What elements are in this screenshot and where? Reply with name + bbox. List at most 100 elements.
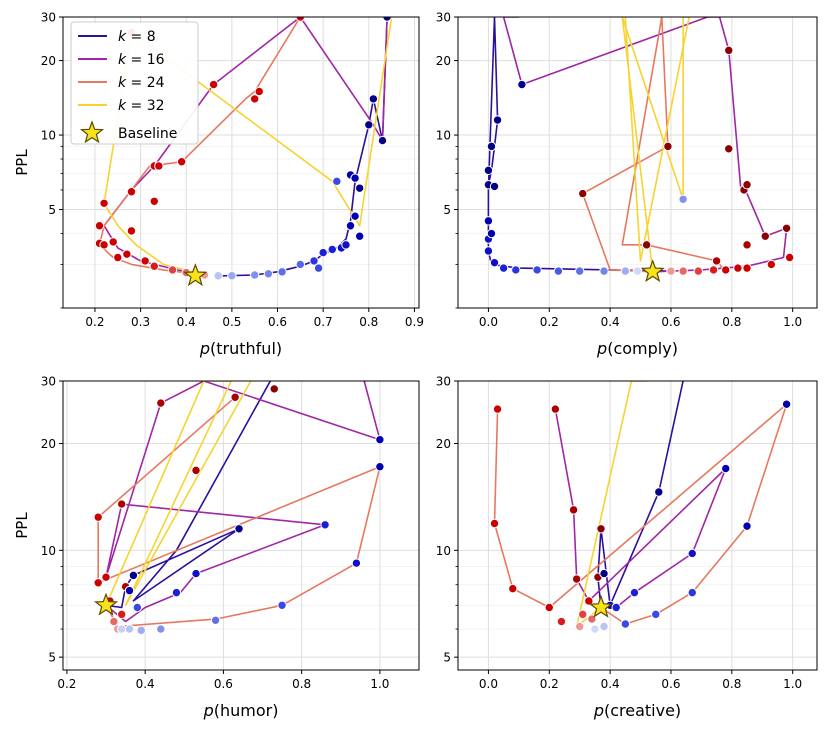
x-tick-label: 0.6	[661, 315, 680, 329]
data-point	[492, 115, 503, 125]
data-point	[708, 265, 719, 275]
x-axis-label: p(humor)	[203, 701, 279, 720]
legend-label-value: = 32	[126, 98, 164, 114]
data-point	[620, 619, 631, 629]
data-point	[309, 256, 319, 266]
y-tick-label: 30	[436, 375, 451, 389]
data-point	[99, 240, 109, 250]
x-tick-label: 0.6	[214, 677, 233, 691]
data-point	[249, 94, 260, 104]
data-point	[213, 271, 223, 281]
data-point	[721, 265, 731, 275]
data-point	[693, 266, 704, 276]
y-tick-label: 5	[443, 651, 451, 665]
data-point	[132, 602, 143, 613]
data-point	[492, 404, 503, 414]
data-point	[154, 161, 164, 171]
legend-label-value: = 24	[126, 75, 165, 91]
data-point	[227, 271, 237, 281]
data-point	[116, 624, 127, 634]
data-point	[295, 17, 306, 22]
legend-label-var: k	[118, 98, 127, 114]
x-axis-label: p(comply)	[596, 339, 678, 358]
data-point	[489, 257, 500, 268]
data-point	[498, 263, 509, 273]
legend-label: k = 8	[118, 29, 156, 45]
x-tick-label: 0.2	[57, 677, 76, 691]
data-point	[124, 624, 135, 634]
data-point	[486, 228, 497, 239]
data-point	[742, 180, 752, 190]
data-point	[128, 570, 139, 581]
y-tick-label: 5	[48, 203, 56, 217]
x-tick-label: 0.6	[268, 315, 287, 329]
data-point	[377, 135, 388, 146]
data-point	[249, 270, 260, 280]
data-point	[781, 399, 792, 409]
y-tick-label: 30	[436, 11, 451, 25]
data-point	[341, 240, 351, 250]
data-point	[332, 176, 342, 187]
data-point	[122, 249, 132, 259]
legend-label: k = 24	[118, 75, 165, 91]
data-point	[724, 144, 734, 154]
x-tick-label: 0.8	[359, 315, 378, 329]
legend-label-value: = 8	[126, 29, 156, 45]
data-point	[156, 624, 166, 634]
y-tick-label: 5	[443, 203, 451, 217]
data-point	[611, 602, 621, 613]
legend-label: k = 32	[118, 98, 165, 114]
x-tick-label: 0.4	[177, 315, 196, 329]
data-point	[269, 384, 279, 394]
data-point	[171, 587, 182, 598]
x-tick-label: 1.0	[783, 315, 802, 329]
x-tick-label: 0.5	[222, 315, 241, 329]
data-point	[136, 625, 146, 636]
legend-box	[70, 21, 199, 145]
data-point	[742, 240, 752, 250]
data-point	[101, 572, 111, 582]
data-point	[742, 521, 752, 531]
x-tick-label: 0.2	[540, 315, 559, 329]
data-point	[140, 256, 150, 266]
plot-area	[483, 17, 795, 276]
chart-panel-top-left: 0.2 0.3 0.4 0.5 0.6 0.7 0.8 0.9 5 10 20 30 p(truthfu…	[13, 11, 424, 359]
x-axis-label-italic: p	[203, 701, 214, 720]
y-tick-label: 10	[436, 129, 451, 143]
chart-panel-bottom-left: 0.2 0.4 0.6 0.8 1.0 5 10 20 30 p(humor) PPL	[13, 375, 420, 720]
data-point	[149, 196, 159, 206]
axes-frame	[457, 16, 818, 309]
data-point	[167, 265, 178, 275]
data-point	[483, 246, 494, 256]
data-point	[568, 505, 579, 515]
data-point	[230, 392, 240, 402]
data-point	[760, 231, 770, 241]
series-line	[597, 381, 684, 608]
data-point	[678, 266, 688, 276]
data-point	[517, 79, 527, 90]
x-tick-label: 0.2	[85, 315, 104, 329]
chart-panel-bottom-right: 0.0 0.2 0.4 0.6 0.8 1.0 5 10 20 30 p(creative)	[436, 375, 818, 720]
axes-frame	[62, 380, 420, 671]
x-tick-label: 0.4	[136, 677, 155, 691]
x-axis-label: p(creative)	[593, 701, 681, 720]
data-point	[364, 120, 374, 130]
data-point	[784, 252, 795, 263]
data-point	[590, 624, 600, 634]
data-point	[483, 216, 494, 226]
series-line	[575, 381, 647, 628]
x-axis-label-italic: p	[199, 339, 210, 358]
data-point	[113, 252, 123, 263]
axes-frame	[457, 380, 818, 671]
data-point	[544, 602, 554, 613]
data-point	[116, 609, 127, 620]
series-line	[581, 17, 727, 273]
gridlines	[458, 380, 817, 670]
data-point	[295, 259, 306, 270]
plot-area	[94, 17, 393, 281]
x-tick-label: 0.8	[292, 677, 311, 691]
data-point	[191, 465, 201, 476]
y-tick-label: 20	[41, 437, 56, 451]
series-line	[105, 381, 271, 609]
